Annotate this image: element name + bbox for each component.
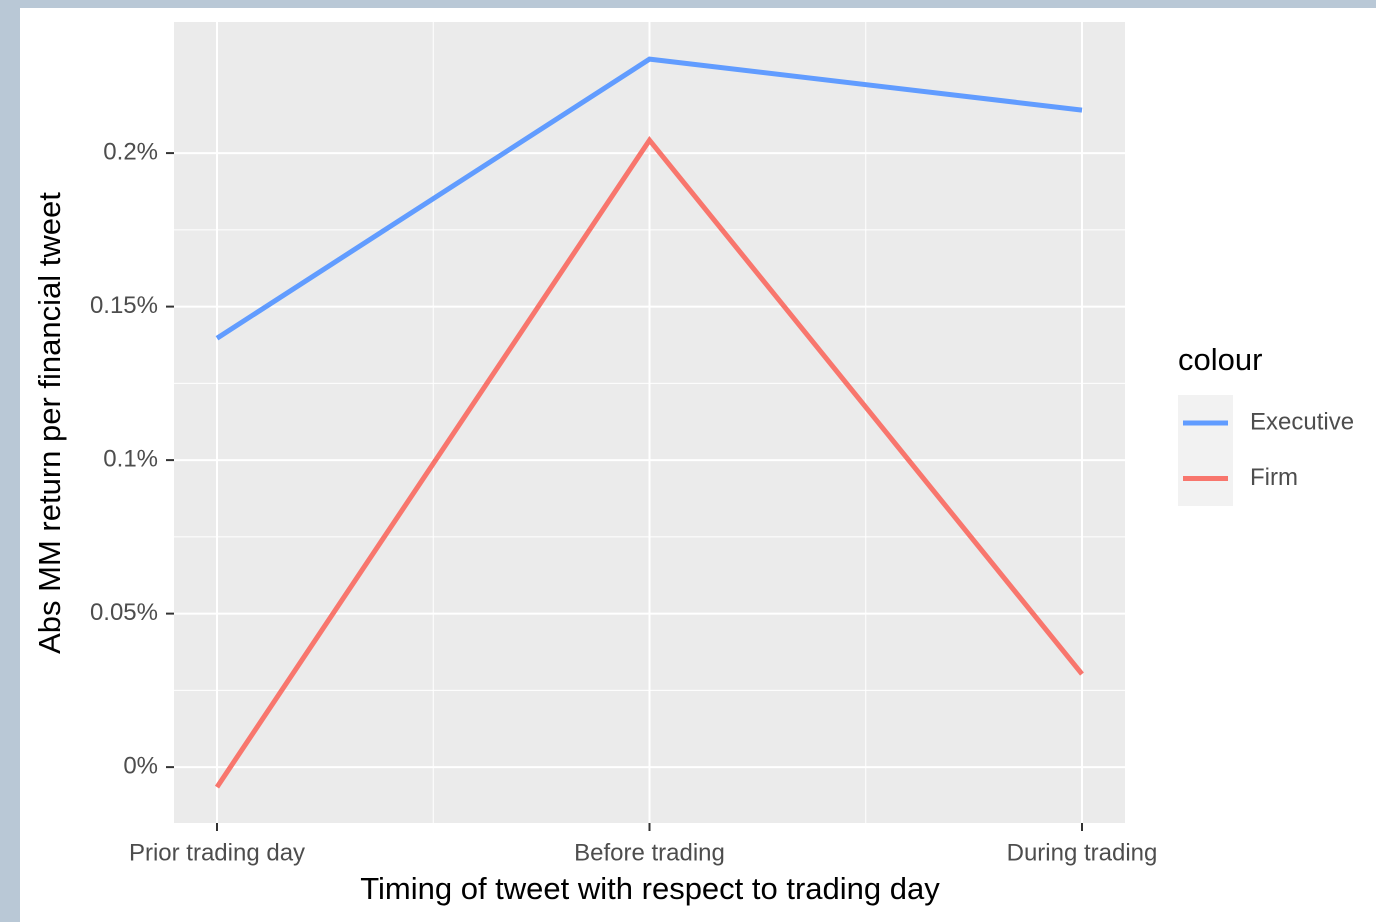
y-tick-label: 0% xyxy=(123,752,158,779)
legend-title: colour xyxy=(1178,342,1262,377)
y-axis-title: Abs MM return per financial tweet xyxy=(32,192,67,654)
y-tick-label: 0.05% xyxy=(90,599,158,626)
y-tick-label: 0.1% xyxy=(103,445,158,472)
legend-label: Firm xyxy=(1250,464,1298,491)
x-tick-label: During trading xyxy=(1007,839,1158,866)
line xyxy=(215,56,1083,341)
x-axis-title: Timing of tweet with respect to trading … xyxy=(360,871,940,906)
x-tick-label: Prior trading day xyxy=(129,839,305,866)
line xyxy=(214,135,1084,789)
y-tick-label: 0.2% xyxy=(103,138,158,165)
y-tick-label: 0.15% xyxy=(90,292,158,319)
legend-label: Executive xyxy=(1250,408,1354,435)
x-tick-label: Before trading xyxy=(574,839,725,866)
